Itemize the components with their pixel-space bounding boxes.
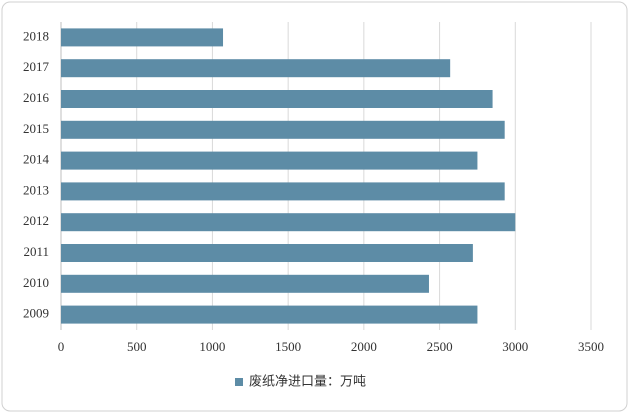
y-tick-label: 2010 [23,275,49,290]
x-tick-label: 500 [127,339,147,354]
y-tick-label: 2009 [23,306,49,321]
bar [61,213,516,232]
y-tick-label: 2018 [23,28,49,43]
bar [61,244,473,262]
x-tick-label: 0 [58,339,65,354]
x-tick-label: 1500 [275,339,301,354]
bar [61,305,478,324]
bar [61,120,505,139]
legend-text: 废纸净进口量：万吨 [249,374,366,390]
bar [61,28,224,47]
bar [61,90,493,108]
x-tick-label: 2000 [351,339,377,354]
y-tick-label: 2012 [23,213,49,228]
bar [61,182,505,201]
y-tick-label: 2014 [23,152,50,167]
bar [61,151,478,170]
x-tick-label: 1000 [199,339,225,354]
y-tick-label: 2015 [23,121,49,136]
bar [61,59,451,78]
x-tick-label: 3500 [578,339,604,354]
bar [61,274,429,293]
y-tick-label: 2013 [23,182,49,197]
legend-swatch [235,378,243,386]
y-tick-label: 2016 [23,90,50,105]
x-tick-label: 3000 [502,339,528,354]
y-tick-label: 2017 [23,59,50,74]
x-tick-label: 2500 [427,339,453,354]
y-tick-label: 2011 [23,244,49,259]
